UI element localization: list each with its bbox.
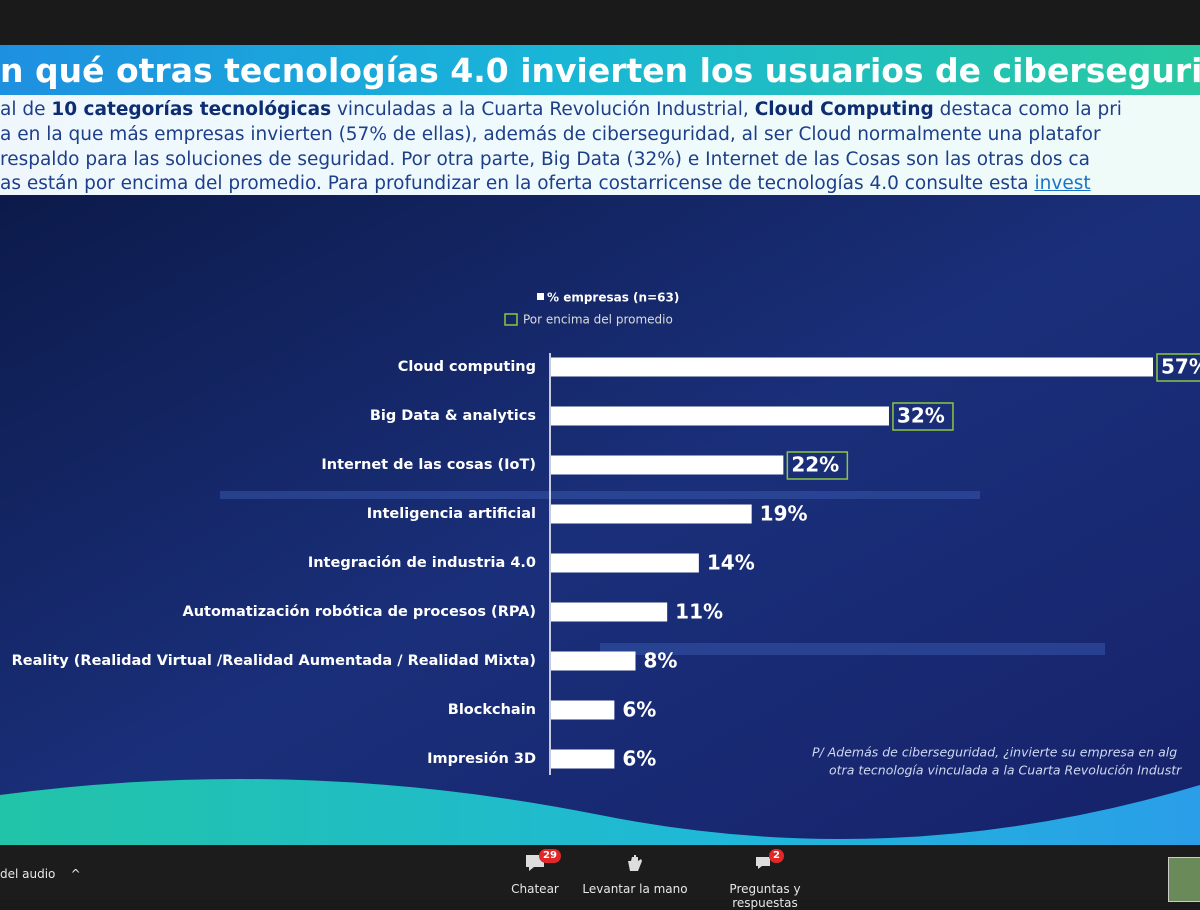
- slide-header: n qué otras tecnologías 4.0 invierten lo…: [0, 45, 1200, 195]
- value-label: 22%: [791, 453, 839, 477]
- slide-title: n qué otras tecnologías 4.0 invierten lo…: [0, 51, 1200, 90]
- value-label: 11%: [675, 600, 723, 624]
- text: respaldo para las soluciones de segurida…: [0, 149, 1090, 170]
- paragraph-line: as están por encima del promedio. Para p…: [0, 173, 1091, 194]
- paragraph: al de 10 categorías tecnológicas vincula…: [0, 95, 1200, 195]
- badge: 29: [539, 849, 561, 863]
- chat-button[interactable]: 29 Chatear: [505, 849, 565, 896]
- video-thumbnail[interactable]: [1168, 857, 1200, 902]
- bar: [551, 749, 615, 769]
- bar: [551, 357, 1153, 377]
- text: destaca como la pri: [933, 99, 1122, 120]
- value-label: 8%: [643, 649, 677, 673]
- highlight-box: [1156, 353, 1200, 382]
- wave: [0, 779, 1200, 845]
- bar: [551, 553, 699, 573]
- paragraph-line: a en la que más empresas invierten (57% …: [0, 124, 1101, 145]
- legend-swatch: [504, 313, 518, 326]
- label: Levantar la mano: [582, 882, 688, 896]
- audio-button[interactable]: del audio ^: [0, 867, 81, 881]
- category-label: Blockchain: [448, 702, 536, 718]
- category-label: Automatización robótica de procesos (RPA…: [182, 604, 536, 620]
- category-label: Inteligencia artificial: [367, 506, 536, 522]
- legend-label: Por encima del promedio: [523, 313, 673, 327]
- bold-text: 10 categorías tecnológicas: [51, 99, 332, 120]
- chart: % empresas (n=63) Por encima del promedio…: [0, 195, 1200, 845]
- link[interactable]: invest: [1034, 173, 1091, 194]
- decoration: [220, 491, 980, 499]
- plot: % empresas (n=63) Por encima del promedio…: [12, 291, 1200, 778]
- label: del audio: [0, 867, 56, 881]
- note: P/ Además de ciberseguridad, ¿invierte s…: [812, 745, 1177, 760]
- text: al de: [0, 99, 52, 120]
- bold-text: Cloud Computing: [754, 99, 934, 120]
- value-label: 57%: [1161, 355, 1200, 379]
- toolbar: del audio ^ 29 Chatear Levantar la mano …: [0, 845, 1200, 910]
- paragraph-line: al de 10 categorías tecnológicas vincula…: [0, 99, 1122, 120]
- value-label: 14%: [707, 551, 755, 575]
- category-label: Integración de industria 4.0: [308, 555, 536, 571]
- qa-button[interactable]: 2 Preguntas y respuestas: [695, 849, 835, 910]
- highlight-box: [786, 451, 849, 480]
- category-label: Reality (Realidad Virtual /Realidad Aume…: [12, 653, 536, 669]
- text: as están por encima del promedio. Para p…: [0, 173, 1035, 194]
- bar: [551, 504, 752, 524]
- bar: [551, 602, 668, 622]
- text: vinculadas a la Cuarta Revolución Indust…: [331, 99, 755, 120]
- decoration: [600, 643, 1105, 655]
- value-label: 6%: [622, 698, 656, 722]
- value-label: 6%: [622, 747, 656, 771]
- bar: [551, 700, 615, 720]
- legend-label: % empresas (n=63): [547, 291, 679, 305]
- label: Preguntas y respuestas: [729, 882, 801, 910]
- paragraph-line: respaldo para las soluciones de segurida…: [0, 149, 1090, 170]
- value-label: 32%: [897, 404, 945, 428]
- highlight-box: [892, 402, 954, 431]
- bar: [551, 406, 889, 426]
- category-label: Big Data & analytics: [370, 408, 536, 424]
- qa-icon: [756, 857, 770, 869]
- category-label: Cloud computing: [398, 359, 536, 375]
- category-label: Internet de las cosas (IoT): [321, 457, 536, 473]
- label: Chatear: [511, 882, 559, 896]
- raise-hand-button[interactable]: Levantar la mano: [580, 853, 690, 896]
- hand-icon: [628, 855, 642, 871]
- bar: [551, 455, 784, 475]
- badge: 2: [769, 849, 784, 863]
- value-label: 19%: [760, 502, 808, 526]
- note: otra tecnología vinculada a la Cuarta Re…: [829, 763, 1182, 778]
- bar: [551, 651, 636, 671]
- category-label: Impresión 3D: [427, 751, 536, 767]
- legend-swatch: [537, 293, 544, 300]
- text: a en la que más empresas invierten (57% …: [0, 124, 1101, 145]
